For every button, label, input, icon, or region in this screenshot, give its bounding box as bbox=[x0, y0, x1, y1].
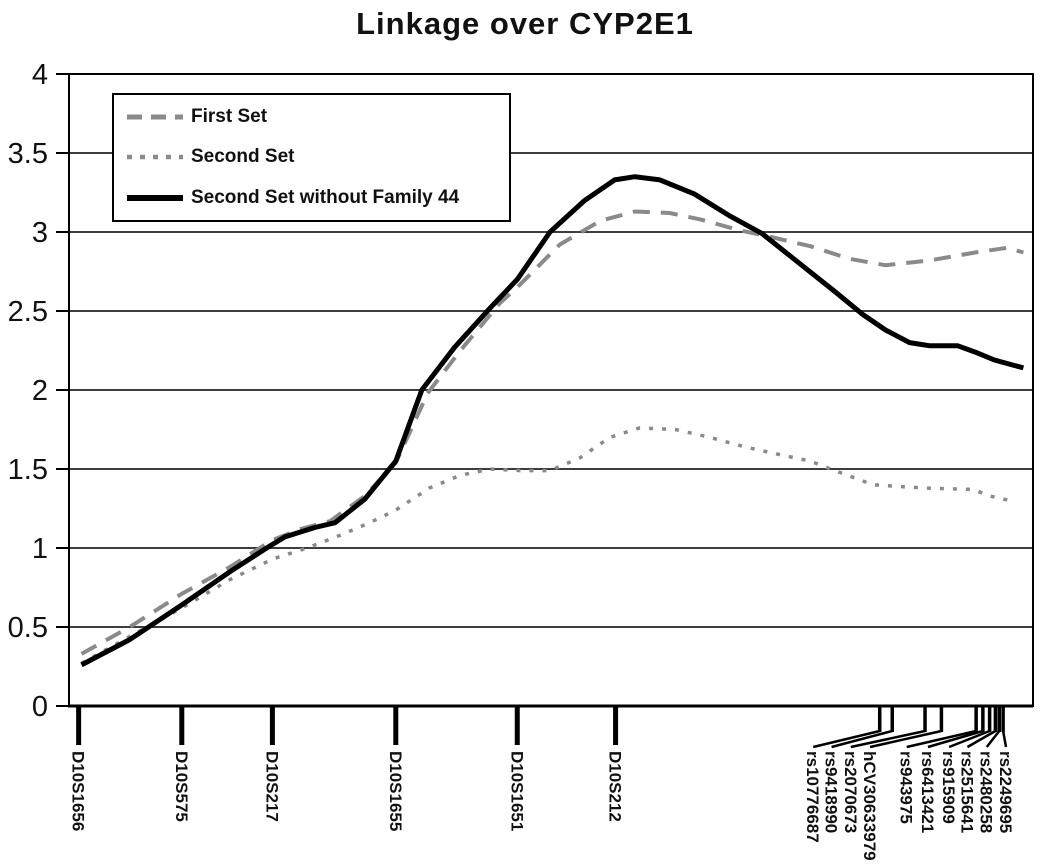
x-axis-label: D10S1655 bbox=[386, 751, 405, 831]
legend-entry-first-set: First Set bbox=[114, 106, 509, 128]
legend-entry-second-set: Second Set bbox=[114, 146, 509, 168]
x-axis-label: D10S1656 bbox=[69, 751, 88, 831]
series-line-second-set bbox=[80, 426, 1011, 665]
snp-label: rs943975 bbox=[897, 751, 916, 824]
snp-label: rs2480258 bbox=[977, 751, 996, 833]
snp-label: rs2249695 bbox=[996, 751, 1015, 833]
x-axis-label: D10S1651 bbox=[507, 751, 526, 831]
snp-label: rs2515641 bbox=[957, 751, 976, 833]
y-axis-tick-label: 1.5 bbox=[8, 454, 48, 486]
y-axis-tick-label: 0 bbox=[32, 691, 48, 723]
y-axis-tick-label: 3 bbox=[32, 217, 48, 249]
x-axis-label: D10S575 bbox=[172, 751, 191, 822]
snp-leader-line bbox=[850, 729, 926, 749]
x-axis-label: D10S212 bbox=[606, 751, 625, 822]
legend-line-sample-solid bbox=[127, 194, 183, 201]
snp-leader-line bbox=[831, 729, 893, 749]
snp-leader-line bbox=[966, 729, 997, 749]
series-line-second-set-without-family-44 bbox=[80, 174, 1025, 668]
snp-leader-line bbox=[869, 729, 942, 749]
snp-label: rs915909 bbox=[939, 751, 958, 824]
legend-line-sample-dashed bbox=[127, 114, 183, 120]
snp-label: rs6413421 bbox=[918, 751, 937, 833]
legend-label-second-set-without-family-44: Second Set without Family 44 bbox=[191, 186, 460, 208]
legend-label-second-set: Second Set bbox=[191, 146, 295, 168]
legend-label-first-set: First Set bbox=[191, 106, 268, 128]
snp-leader-line bbox=[927, 729, 984, 749]
y-axis-tick-label: 0.5 bbox=[8, 612, 48, 644]
snp-leader-line bbox=[948, 729, 991, 749]
snp-label: rs10776687 bbox=[803, 751, 822, 843]
snp-leader-line bbox=[1001, 730, 1008, 748]
chart-title: Linkage over CYP2E1 bbox=[356, 6, 694, 41]
series-line-first-set bbox=[80, 209, 1024, 656]
snp-leader-line bbox=[985, 730, 1001, 748]
y-axis-tick-label: 4 bbox=[32, 59, 48, 91]
y-axis-tick-label: 2 bbox=[32, 375, 48, 407]
x-axis-label: D10S217 bbox=[262, 751, 281, 822]
y-axis-tick-label: 3.5 bbox=[8, 138, 48, 170]
legend-line-sample-dotted bbox=[127, 155, 183, 160]
snp-leader-line bbox=[906, 729, 977, 749]
y-axis-tick-label: 2.5 bbox=[8, 296, 48, 328]
legend: First Set Second Set Second Set without … bbox=[112, 93, 511, 222]
y-axis-tick-label: 1 bbox=[32, 533, 48, 565]
legend-entry-second-set-without-family-44: Second Set without Family 44 bbox=[114, 187, 509, 209]
snp-label: rs2070673 bbox=[841, 751, 860, 833]
snp-label: rs9418990 bbox=[822, 751, 841, 833]
snp-label: hCV30633979 bbox=[860, 751, 879, 861]
snp-leader-line bbox=[812, 729, 881, 749]
